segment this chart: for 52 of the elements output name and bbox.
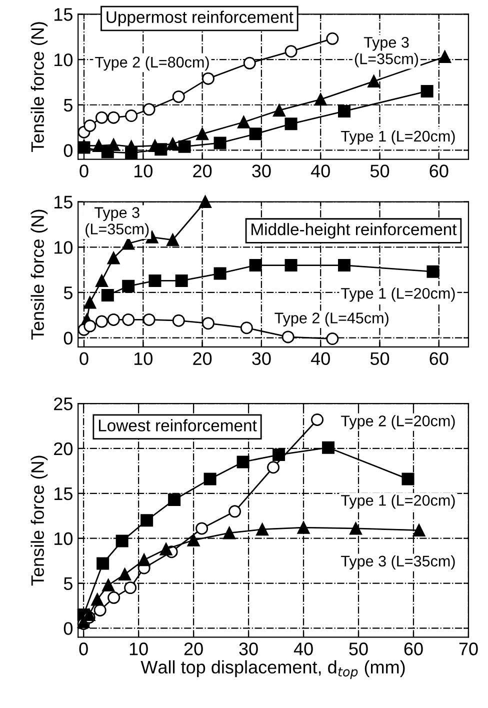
x-tick-label: 10 bbox=[134, 352, 152, 366]
y-tick-label: 15 bbox=[54, 488, 72, 500]
legend-label: Type 2 (L=20cm) bbox=[341, 415, 455, 430]
x-tick-label: 20 bbox=[193, 352, 212, 366]
y-tick-label: 10 bbox=[54, 53, 73, 66]
x-tick-label: 10 bbox=[134, 164, 152, 178]
y-tick-label: 10 bbox=[54, 241, 73, 254]
y-tick-label: 0 bbox=[64, 144, 73, 157]
x-tick-label: 0 bbox=[80, 164, 88, 178]
legend-label: Type 3 (L=35cm) bbox=[341, 555, 455, 570]
chart-title: Uppermost reinforcement bbox=[106, 10, 294, 26]
x-tick-label: 50 bbox=[349, 642, 368, 656]
y-axis-title: Tensile force (N) bbox=[30, 456, 48, 586]
x-tick-label: 20 bbox=[193, 164, 212, 178]
x-tick-label: 60 bbox=[430, 352, 448, 366]
y-tick-label: 5 bbox=[64, 286, 72, 300]
y-tick-label: 25 bbox=[54, 397, 72, 410]
x-tick-label: 0 bbox=[79, 642, 88, 656]
x-tick-label: 40 bbox=[310, 164, 330, 178]
y-tick-label: 5 bbox=[64, 577, 72, 590]
x-tick-label: 30 bbox=[239, 642, 258, 656]
text: Lowest reinforcement bbox=[98, 419, 257, 432]
x-tick-label: 40 bbox=[310, 352, 330, 366]
x-tick-label: 10 bbox=[130, 642, 148, 656]
legend-label: Type 1 (L=20cm) bbox=[341, 288, 455, 302]
series-label: Type 2 (L=80cm) bbox=[95, 56, 209, 71]
x-tick-label: 0 bbox=[80, 352, 88, 366]
x-tick-label: 30 bbox=[252, 164, 271, 178]
series-label: Type 1 (L=20cm) bbox=[341, 130, 455, 145]
x-tick-label: 50 bbox=[370, 164, 390, 178]
legend-label: Type 1 (L=20cm) bbox=[341, 494, 455, 509]
series-label: Type 2 (L=45cm) bbox=[274, 312, 388, 326]
x-tick-label: 30 bbox=[252, 352, 271, 366]
x-tick-label: 50 bbox=[370, 352, 390, 366]
text: Middle-height reinforcement bbox=[252, 223, 457, 239]
y-tick-label: 0 bbox=[64, 622, 73, 635]
y-tick-label: 5 bbox=[64, 98, 72, 112]
y-tick-label: 20 bbox=[54, 442, 73, 456]
x-tick-label: 60 bbox=[404, 642, 423, 656]
y-tick-label: 15 bbox=[54, 196, 72, 208]
x-axis-title: Wall top displacement, d$_{top}$ (mm) bbox=[140, 660, 405, 679]
x-tick-label: 40 bbox=[294, 642, 313, 656]
y-tick-label: 0 bbox=[64, 332, 73, 345]
y-tick-label: 15 bbox=[54, 8, 72, 21]
y-axis-title: Tensile force (N) bbox=[30, 210, 48, 340]
legend-label: Type 3 (L=35cm) bbox=[86, 207, 149, 238]
y-tick-label: 10 bbox=[54, 532, 73, 546]
x-tick-label: 70 bbox=[459, 642, 478, 656]
x-tick-label: 60 bbox=[430, 164, 448, 178]
x-tick-label: 20 bbox=[184, 642, 203, 656]
legend-label: Type 3 (L=35cm) bbox=[354, 36, 418, 68]
y-axis-title: Tensile force (N) bbox=[30, 22, 48, 152]
